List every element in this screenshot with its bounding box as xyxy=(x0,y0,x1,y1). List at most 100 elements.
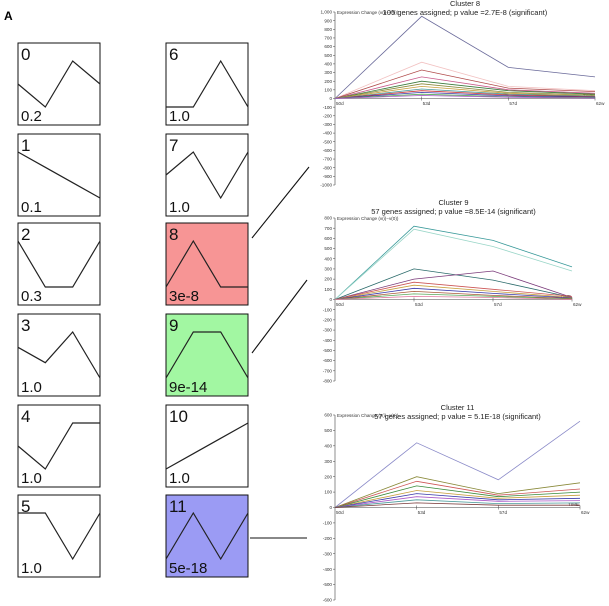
profile-7[interactable]: 71.0 xyxy=(165,133,249,217)
profile-line xyxy=(18,512,101,561)
y-tick-label: 100 xyxy=(324,287,332,292)
y-tick-label: 500 xyxy=(324,53,332,58)
series-line-1 xyxy=(334,225,573,300)
profile-4[interactable]: 41.0 xyxy=(17,404,101,488)
y-tick-label: -200 xyxy=(323,317,333,322)
series-line-9 xyxy=(334,502,580,508)
x-tick-label: 62w xyxy=(596,101,605,106)
y-tick-label: -100 xyxy=(323,307,333,312)
profile-9[interactable]: 9 9e-14 xyxy=(165,313,249,397)
profile-line xyxy=(17,422,100,470)
y-tick-label: 1,000 xyxy=(321,10,333,15)
x-axis-label: TIME xyxy=(560,294,571,299)
profile-id: 10 xyxy=(169,407,188,426)
x-axis-label: TIME xyxy=(568,502,579,507)
y-tick-label: -600 xyxy=(323,148,333,153)
detail-title: Cluster 8 xyxy=(450,0,480,8)
y-tick-label: 300 xyxy=(324,70,332,75)
profile-p-value: 1.0 xyxy=(21,560,42,577)
y-tick-label: -500 xyxy=(323,582,333,587)
profile-1[interactable]: 10.1 xyxy=(17,133,101,217)
y-tick-label: 700 xyxy=(324,36,332,41)
profile-p-value: 0.2 xyxy=(21,108,42,125)
y-tick-label: -600 xyxy=(323,358,333,363)
series-line-12 xyxy=(334,95,596,99)
profile-p-value: 1.0 xyxy=(21,379,42,396)
profile-10[interactable]: 101.0 xyxy=(165,404,249,488)
profile-id: 3 xyxy=(21,316,30,335)
profile-id: 9 xyxy=(169,316,178,335)
series-line-10 xyxy=(334,91,596,99)
y-tick-label: -300 xyxy=(323,328,333,333)
y-tick-label: 200 xyxy=(324,277,332,282)
profile-p-value: 5e-18 xyxy=(169,560,207,577)
y-tick-label: -500 xyxy=(323,139,333,144)
y-tick-label: 300 xyxy=(324,459,332,464)
profile-line xyxy=(166,59,249,108)
y-tick-label: -800 xyxy=(323,379,333,384)
profile-6[interactable]: 61.0 xyxy=(165,42,249,126)
series-line-4 xyxy=(334,270,573,300)
profile-p-value: 9e-14 xyxy=(169,379,207,396)
y-tick-label: 600 xyxy=(324,413,332,418)
y-tick-label: 400 xyxy=(324,62,332,67)
series-line-4 xyxy=(334,485,581,508)
y-tick-label: -1000 xyxy=(320,183,332,188)
series-line-5 xyxy=(334,281,573,300)
y-tick-label: -900 xyxy=(323,174,333,179)
detail-title: Cluster 11 xyxy=(441,403,475,412)
y-tick-label: 800 xyxy=(324,216,332,221)
profile-line xyxy=(165,422,249,470)
y-tick-label: -200 xyxy=(323,113,333,118)
detail-subtitle: 57 genes assigned; p value = 5.1E-18 (si… xyxy=(374,412,541,421)
profile-p-value: 0.3 xyxy=(21,288,42,305)
profile-11[interactable]: 11 5e-18 xyxy=(165,494,249,578)
y-axis-label: Expression Change (v(i)−v(0)) xyxy=(337,413,399,418)
x-tick-label: 50d xyxy=(336,510,344,515)
profile-0[interactable]: 00.2 xyxy=(17,42,101,126)
series-line-1 xyxy=(334,15,596,99)
y-tick-label: 0 xyxy=(329,505,332,510)
profile-id: 4 xyxy=(21,407,30,426)
series-line-5 xyxy=(334,80,596,99)
connector-line-1 xyxy=(251,166,310,239)
x-tick-label: 53d xyxy=(418,510,426,515)
series-line-11 xyxy=(334,93,596,99)
series-line-2 xyxy=(334,228,573,300)
y-tick-label: 700 xyxy=(324,226,332,231)
profile-8[interactable]: 8 3e-8 xyxy=(165,222,249,306)
profile-id: 1 xyxy=(21,136,30,155)
profile-line xyxy=(165,511,249,561)
series-line-7 xyxy=(334,496,581,508)
y-tick-label: -400 xyxy=(323,131,333,136)
y-tick-label: 200 xyxy=(324,79,332,84)
y-tick-label: -100 xyxy=(323,105,333,110)
profile-p-value: 3e-8 xyxy=(169,288,199,305)
x-tick-label: 62w xyxy=(581,510,590,515)
series-line-3 xyxy=(334,480,581,508)
series-line-7 xyxy=(334,85,596,99)
profile-p-value: 0.1 xyxy=(21,199,42,216)
x-tick-label: 50d xyxy=(336,101,344,106)
profile-5[interactable]: 51.0 xyxy=(17,494,101,578)
profile-2[interactable]: 20.3 xyxy=(17,222,101,306)
detail-title: Cluster 9 xyxy=(438,198,468,207)
y-tick-label: -600 xyxy=(323,598,333,603)
y-tick-label: -800 xyxy=(323,165,333,170)
profile-3[interactable]: 31.0 xyxy=(17,313,101,397)
profile-id: 0 xyxy=(21,45,30,64)
profile-line xyxy=(165,151,249,200)
profile-p-value: 1.0 xyxy=(169,108,190,125)
y-tick-label: 500 xyxy=(324,246,332,251)
x-tick-label: 57d xyxy=(494,302,502,307)
x-tick-label: 62w xyxy=(573,302,582,307)
series-line-2 xyxy=(334,476,581,508)
panel-label: A xyxy=(4,9,13,23)
profile-line xyxy=(17,60,101,108)
y-tick-label: 600 xyxy=(324,236,332,241)
series-line-5 xyxy=(334,490,581,508)
profile-id: 6 xyxy=(169,45,178,64)
series-line-8 xyxy=(334,499,581,508)
detail-subtitle: 57 genes assigned; p value =8.5E-14 (sig… xyxy=(371,207,536,216)
